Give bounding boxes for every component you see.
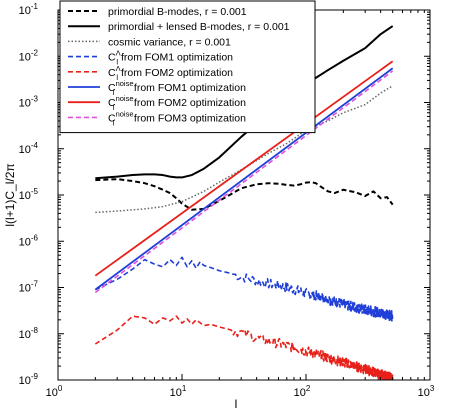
- series-line-1: [95, 178, 394, 211]
- series-line-6: [94, 67, 394, 291]
- legend-entry-6: Cnoise l from FOM1 optimization: [108, 79, 246, 97]
- x-tick-label: 101: [170, 384, 187, 399]
- legend-box: [59, 0, 316, 134]
- legend-entry-3: cosmic variance, r = 0.001: [108, 36, 231, 48]
- legend-entry-1: primordial B-modes, r = 0.001: [108, 6, 247, 18]
- series-line-8: [94, 70, 394, 294]
- y-tick-label: 10-6: [19, 233, 39, 248]
- legend-entry-5: CΛ l from FOM2 optimization: [108, 64, 233, 82]
- y-axis-label: l(l+1)C_l/2π: [3, 163, 17, 226]
- x-tick-label: 103: [418, 384, 435, 399]
- series-line-4: [94, 256, 394, 322]
- series-layer: [94, 25, 394, 380]
- x-axis-label: l: [235, 397, 238, 411]
- y-tick-label: 10-5: [19, 187, 39, 202]
- series-line-5: [94, 315, 394, 380]
- legend-entry-7: Cnoise l from FOM2 optimization: [108, 94, 246, 112]
- y-tick-label: 10-3: [19, 95, 39, 110]
- legend-entry-2: primordial + lensed B-modes, r = 0.001: [108, 21, 290, 33]
- y-tick-label: 10-2: [19, 48, 39, 63]
- series-line-7: [94, 60, 394, 277]
- x-tick-label: 100: [46, 384, 63, 399]
- legend-entry-8: Cnoise l from FOM3 optimization: [108, 109, 246, 127]
- y-tick-label: 10-8: [19, 326, 39, 341]
- legend-entry-4: CΛ l from FOM1 optimization: [108, 49, 233, 67]
- y-tick-label: 10-4: [19, 141, 39, 156]
- series-line-2: [95, 25, 394, 180]
- x-tick-label: 102: [294, 384, 311, 399]
- y-tick-label: 10-9: [19, 372, 39, 387]
- y-tick-label: 10-1: [19, 2, 39, 17]
- series-line-3: [95, 85, 394, 214]
- legend: primordial B-modes, r = 0.001 primordial …: [59, 0, 316, 134]
- y-tick-label: 10-7: [19, 280, 39, 295]
